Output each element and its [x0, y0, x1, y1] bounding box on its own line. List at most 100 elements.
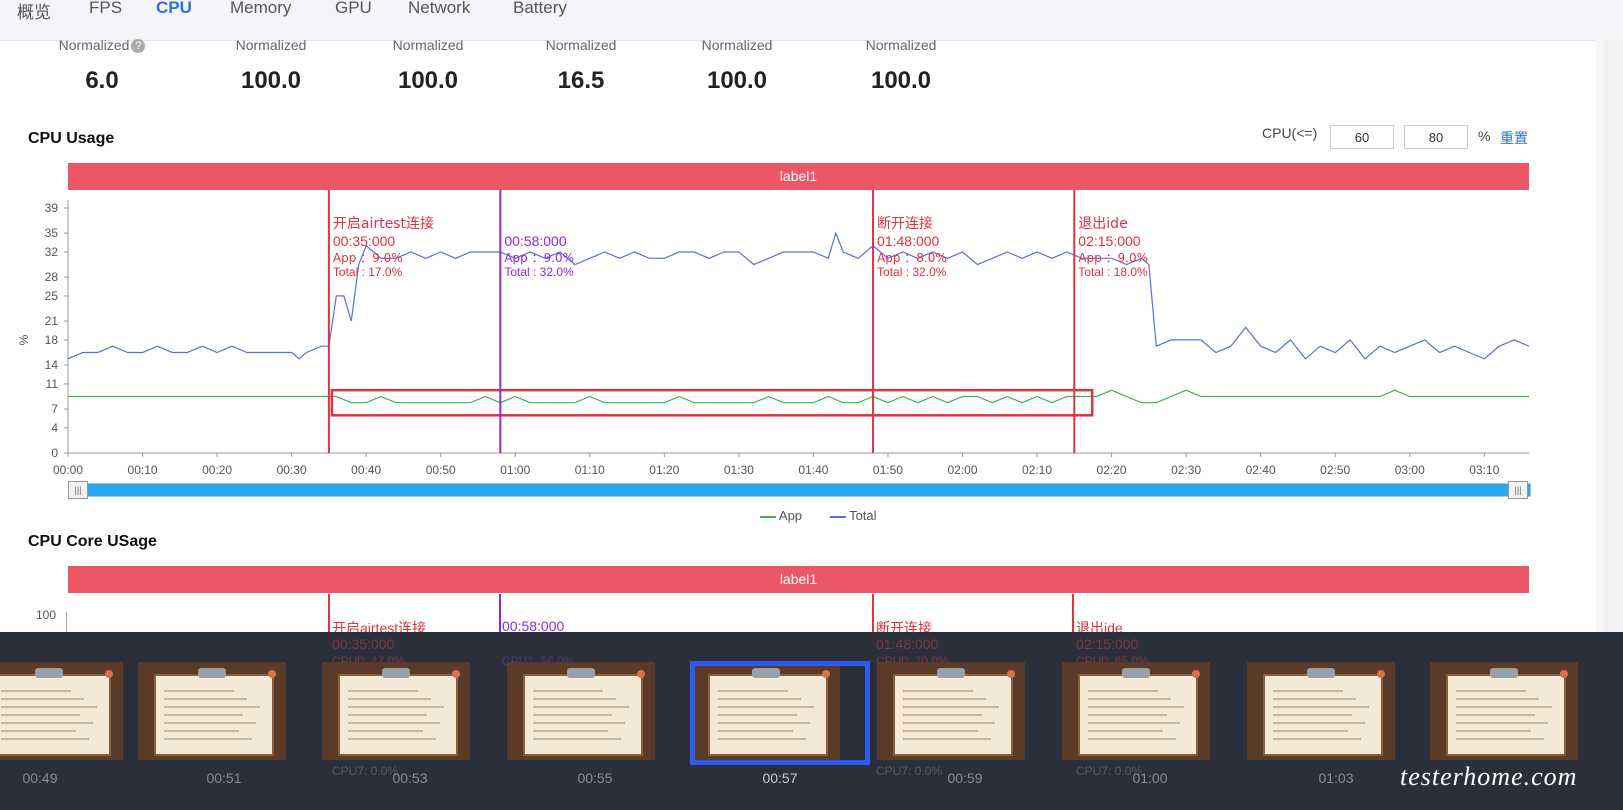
thumbnail-text-line: [1456, 706, 1552, 708]
screenshot-thumbnail[interactable]: [507, 662, 655, 760]
core-marker-time: 00:58:000: [502, 618, 565, 634]
thumbnail-text-line: [1456, 714, 1535, 716]
close-icon: [268, 670, 276, 678]
legend-app-swatch: [760, 515, 776, 518]
event-marker-total: Total : 32.0%: [504, 265, 574, 279]
thumbnail-text-line: [533, 706, 629, 708]
thumbnail-text-line: [348, 698, 431, 700]
screenshot-thumbnail[interactable]: [0, 662, 123, 760]
thumbnail-text-line: [164, 738, 252, 740]
thumbnail-content: [1078, 674, 1198, 756]
clipboard-clip-icon: [198, 668, 226, 678]
core-marker-line: [328, 594, 330, 634]
clipboard-clip-icon: [937, 668, 965, 678]
core-y-tick: 100: [36, 608, 57, 622]
thumbnail-timestamp: 00:51: [206, 770, 242, 786]
screenshot-thumbnail[interactable]: [1430, 662, 1578, 760]
cpu-usage-title: CPU Usage: [28, 130, 115, 147]
thumbnail-text-line: [1088, 706, 1184, 708]
overlay-core-value: CPU7: 0.0%: [1076, 764, 1143, 778]
clipboard-clip-icon: [752, 668, 780, 678]
metric-label: Normalized: [235, 37, 307, 53]
metric-label: Normalized: [58, 37, 130, 53]
thumbnail-text-line: [533, 714, 612, 716]
thumbnail-text-line: [1273, 722, 1365, 724]
event-marker-time: 00:58:000: [504, 233, 566, 249]
metric-value: 6.0: [85, 67, 119, 95]
label-bar: label1: [68, 163, 1529, 190]
thumbnail-text-line: [1, 738, 89, 740]
page-scrollbar[interactable]: [1604, 40, 1623, 810]
thumbnail-text-line: [164, 730, 239, 732]
thumbnail-content: [523, 674, 643, 756]
screenshot-filmstrip: 00:35:000 CPU0: 47.0% CPU1: 56.0% 01:48:…: [0, 632, 1623, 810]
x-tick-label: 02:40: [1246, 463, 1276, 477]
y-tick-label: 11: [46, 377, 59, 391]
thumbnail-text-line: [1273, 690, 1343, 692]
range-slider-track[interactable]: [68, 483, 1531, 497]
x-tick-label: 02:20: [1097, 463, 1127, 477]
thumbnail-text-line: [718, 730, 793, 732]
core-marker-line: [499, 594, 501, 634]
y-tick-label: 32: [45, 245, 59, 259]
close-icon: [1007, 670, 1015, 678]
thumbnail-text-line: [533, 690, 603, 692]
threshold-high-input[interactable]: [1404, 125, 1468, 149]
thumbnail-text-line: [1, 706, 97, 708]
scroll-track: [1596, 40, 1604, 810]
tab-fps[interactable]: FPS: [89, 0, 123, 17]
range-handle-left[interactable]: |||: [68, 481, 88, 499]
core-marker-line: [1072, 594, 1074, 634]
tab-battery[interactable]: Battery: [513, 0, 567, 17]
thumbnail-content: [1263, 674, 1383, 756]
tab-memory[interactable]: Memory: [230, 0, 292, 17]
screenshot-thumbnail[interactable]: [1062, 662, 1210, 760]
thumbnail-content: [708, 674, 828, 756]
thumbnail-content: [0, 674, 111, 756]
x-tick-label: 01:10: [575, 463, 605, 477]
screenshot-thumbnail[interactable]: [138, 662, 286, 760]
thumbnail-text-line: [348, 706, 444, 708]
x-tick-label: 02:30: [1171, 463, 1201, 477]
screenshot-thumbnail[interactable]: [1247, 662, 1395, 760]
metric-label: Normalized: [701, 37, 773, 53]
metric-value: 100.0: [240, 67, 302, 94]
range-handle-right[interactable]: |||: [1508, 481, 1528, 499]
help-icon[interactable]: ?: [131, 39, 146, 54]
thumbnail-text-line: [903, 706, 999, 708]
reset-button[interactable]: 重置: [1500, 130, 1528, 146]
clipboard-clip-icon: [1122, 668, 1150, 678]
tab-gpu[interactable]: GPU: [335, 0, 372, 17]
legend-app[interactable]: App: [778, 508, 803, 523]
thumbnail-content: [1446, 674, 1566, 756]
thumbnail-text-line: [903, 722, 995, 724]
tab-network[interactable]: Network: [408, 0, 471, 17]
thumbnail-text-line: [533, 722, 625, 724]
event-marker-title: 断开连接: [877, 215, 933, 232]
tab-overview[interactable]: 概览: [17, 3, 51, 22]
event-marker-time: 00:35:000: [333, 233, 395, 249]
y-tick-label: 14: [45, 358, 59, 372]
thumbnail-text-line: [1, 698, 84, 700]
threshold-low-input[interactable]: [1330, 125, 1394, 149]
thumbnail-timestamp: 00:49: [22, 770, 58, 786]
metric-label: Normalized: [545, 37, 617, 53]
thumbnail-text-line: [903, 698, 986, 700]
thumbnail-text-line: [164, 722, 256, 724]
screenshot-thumbnail[interactable]: [322, 662, 470, 760]
thumbnail-text-line: [164, 706, 260, 708]
tab-cpu[interactable]: CPU: [156, 0, 192, 17]
clipboard-clip-icon: [1490, 668, 1518, 678]
legend-total[interactable]: Total: [849, 508, 877, 523]
close-icon: [452, 670, 460, 678]
thumbnail-text-line: [1088, 714, 1167, 716]
overlay-core-value: CPU7: 0.0%: [876, 764, 943, 778]
overlay-marker-time: 02:15:000: [1076, 636, 1139, 652]
screenshot-thumbnail[interactable]: [692, 662, 840, 760]
screenshot-thumbnail[interactable]: [877, 662, 1025, 760]
thumbnail-text-line: [1, 730, 76, 732]
y-tick-label: 35: [45, 226, 59, 240]
metric-value: 100.0: [706, 67, 768, 94]
metric-card: Normalized 100.0: [348, 37, 508, 95]
thumbnail-timestamp: 01:03: [1318, 770, 1354, 786]
